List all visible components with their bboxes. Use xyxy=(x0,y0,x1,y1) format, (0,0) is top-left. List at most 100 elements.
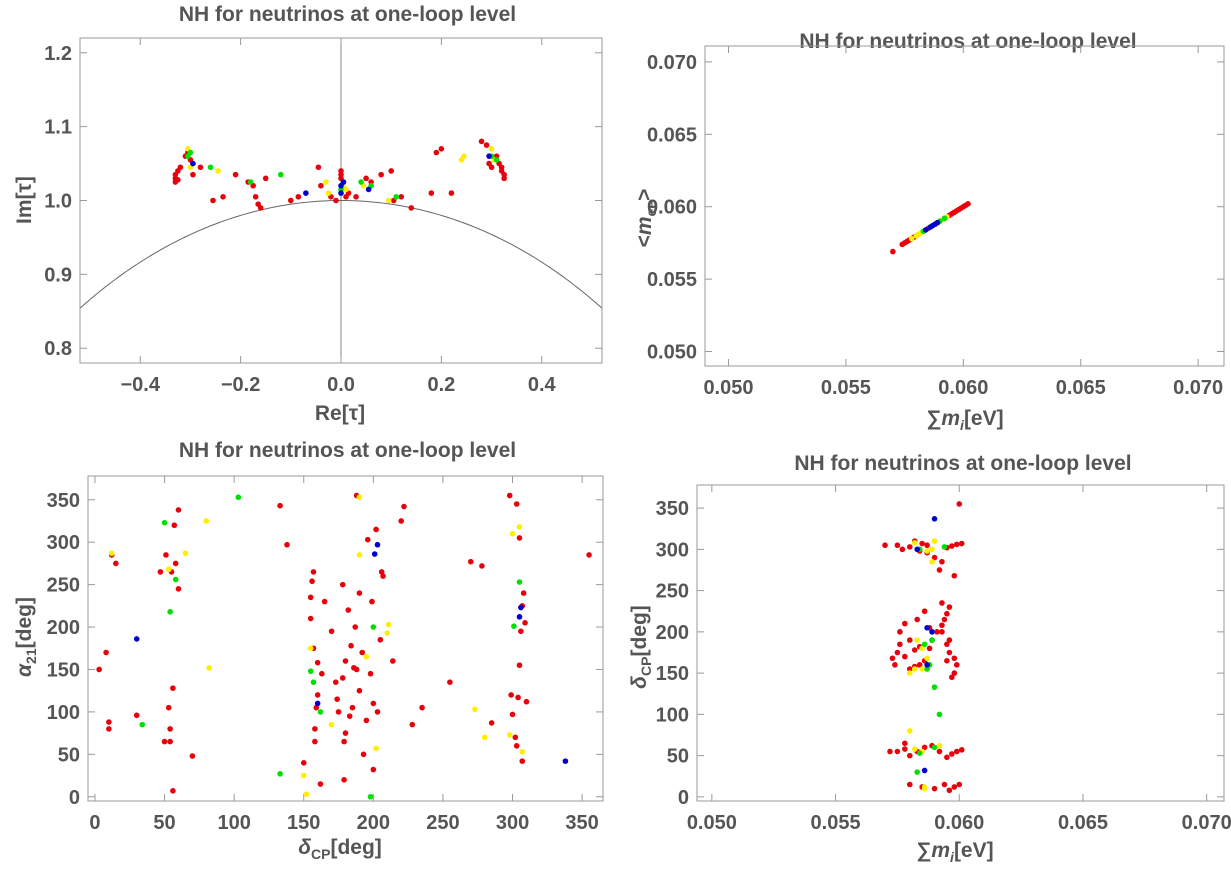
y-tick-label: 300 xyxy=(47,532,80,554)
data-point xyxy=(897,641,903,648)
data-point xyxy=(206,664,212,671)
y-tick-label: 300 xyxy=(656,539,689,561)
data-point xyxy=(944,610,950,617)
y-tick-label: 1.1 xyxy=(44,117,72,139)
data-point xyxy=(906,752,913,759)
chart-panel-deltacp-vs-sum: NH for neutrinos at one-loop level 0.050… xyxy=(615,435,1231,870)
y-tick-label: 0.060 xyxy=(647,197,697,219)
data-point xyxy=(516,614,523,620)
data-point xyxy=(335,709,342,715)
y-tick-label: 350 xyxy=(656,498,689,520)
data-point xyxy=(300,760,307,766)
data-point xyxy=(934,629,940,635)
data-point xyxy=(356,590,363,596)
data-point xyxy=(367,793,374,800)
chart-title: NH for neutrinos at one-loop level xyxy=(178,3,517,26)
y-axis-label: <mee> xyxy=(633,188,659,248)
data-point xyxy=(398,194,405,200)
data-point xyxy=(882,542,888,549)
data-point xyxy=(941,215,948,222)
data-point xyxy=(486,153,492,159)
data-point xyxy=(906,666,913,672)
data-point xyxy=(519,758,526,764)
data-point xyxy=(921,744,928,751)
data-point xyxy=(488,720,495,726)
x-tick-label: 200 xyxy=(357,812,390,834)
data-point xyxy=(946,649,953,656)
data-point xyxy=(106,726,112,732)
data-point xyxy=(353,194,359,200)
data-point xyxy=(408,205,415,211)
data-point xyxy=(516,524,523,530)
x-tick-label: 0.070 xyxy=(1173,377,1223,399)
plot-svg: 0 50 100 150 200 250 300 350 0 50 100 150 200 250 300 3… xyxy=(47,475,604,834)
data-point xyxy=(342,730,349,736)
y-tick-label: 0.065 xyxy=(647,124,697,146)
data-point xyxy=(309,578,315,585)
data-point xyxy=(319,670,325,677)
data-point xyxy=(352,624,359,630)
data-point xyxy=(965,201,971,207)
data-point xyxy=(509,711,516,718)
y-tick-label: 250 xyxy=(656,581,689,603)
data-point xyxy=(374,709,381,715)
data-point xyxy=(911,666,918,672)
data-point xyxy=(190,160,196,167)
data-point xyxy=(428,190,435,196)
data-point xyxy=(332,679,339,685)
data-point xyxy=(508,692,514,698)
data-point xyxy=(946,604,953,610)
data-point xyxy=(924,548,930,554)
data-point xyxy=(363,717,370,724)
x-axis-label: ∑mi[eV] xyxy=(916,839,994,865)
data-point xyxy=(171,522,178,529)
data-point xyxy=(906,544,913,550)
data-point xyxy=(513,501,520,507)
data-point xyxy=(232,171,239,178)
data-point xyxy=(215,168,221,174)
x-axis-label: ∑mi[eV] xyxy=(926,407,1004,433)
data-point xyxy=(908,235,915,242)
data-point xyxy=(916,750,923,756)
y-tick-label: 0 xyxy=(69,787,80,809)
data-point xyxy=(342,658,349,664)
x-tick-label: 0.050 xyxy=(703,377,753,399)
data-point xyxy=(506,492,513,499)
data-point xyxy=(516,579,523,585)
data-point xyxy=(103,649,109,656)
data-point xyxy=(956,781,963,788)
y-axis-label: α21[deg] xyxy=(13,597,39,677)
x-tick-label: 0.065 xyxy=(1058,812,1108,834)
y-tick-label: 250 xyxy=(47,575,80,597)
data-point xyxy=(433,149,440,156)
data-point xyxy=(310,569,317,575)
data-point xyxy=(519,748,526,755)
data-point xyxy=(953,541,960,548)
y-tick-label: 150 xyxy=(47,659,80,681)
x-tick-label: 0.050 xyxy=(687,812,737,834)
data-point xyxy=(307,594,314,601)
data-point xyxy=(946,637,953,643)
y-tick-label: 100 xyxy=(47,702,80,724)
data-point xyxy=(926,645,933,652)
data-point xyxy=(312,726,318,732)
data-point xyxy=(277,502,283,509)
data-point xyxy=(277,771,283,777)
data-point xyxy=(488,146,495,152)
data-point xyxy=(96,666,102,673)
plot-svg: 0.050 0.055 0.060 0.065 0.070 0 50 100 150 200 250… xyxy=(656,484,1231,834)
data-point xyxy=(914,616,920,623)
data-point xyxy=(951,670,958,676)
data-point xyxy=(161,519,168,526)
data-point xyxy=(894,542,901,549)
data-point xyxy=(516,662,523,669)
data-point xyxy=(931,785,938,792)
data-point xyxy=(203,518,210,524)
x-tick-label: −0.4 xyxy=(120,374,160,396)
data-point xyxy=(951,784,958,790)
data-point xyxy=(479,563,485,569)
data-point xyxy=(353,666,360,673)
data-point xyxy=(175,586,182,592)
data-point xyxy=(370,766,377,773)
y-tick-label: 0.055 xyxy=(647,269,697,291)
